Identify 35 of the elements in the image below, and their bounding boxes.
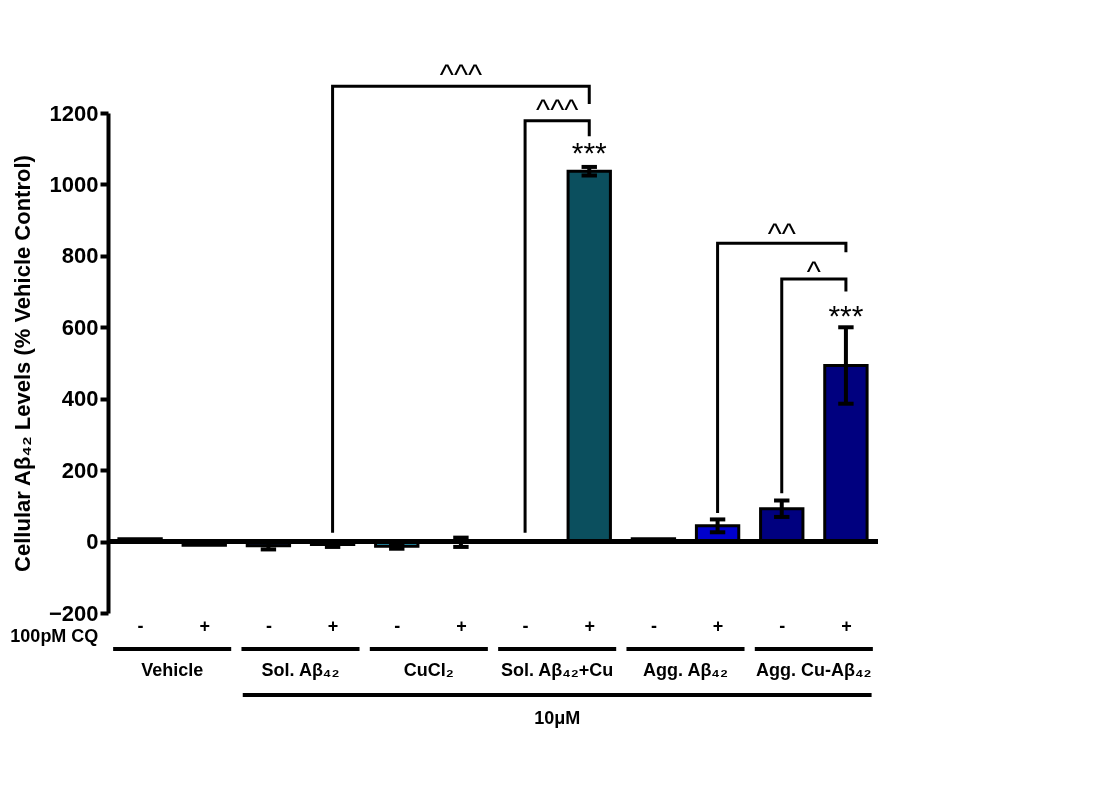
- x-tick-label: +: [327, 615, 339, 636]
- annotation: ^^^: [536, 93, 579, 127]
- annotation: ^: [806, 255, 821, 288]
- y-tick-label: 400: [61, 386, 99, 412]
- text: Sol. Aβ₄₂: [261, 660, 340, 680]
- x-tick-label: -: [650, 615, 657, 636]
- y-tick-label: 800: [61, 243, 99, 269]
- text: Sol. Aβ₄₂+Cu: [500, 660, 614, 680]
- y-tick-label: 1200: [49, 100, 99, 126]
- text: 100pM CQ: [10, 626, 99, 646]
- x-tick-label: -: [779, 615, 786, 636]
- x-tick-label: -: [265, 615, 272, 636]
- text: Agg. Aβ₄₂: [643, 660, 728, 680]
- x-tick-label: +: [841, 615, 852, 636]
- x-tick-label: -: [522, 615, 529, 636]
- y-tick-label: −200: [48, 600, 99, 626]
- y-axis-title: Cellular Aβ₄₂ Levels (% Vehicle Control): [9, 155, 35, 572]
- text: ^^^: [439, 57, 483, 91]
- y-tick-label: 1000: [49, 171, 99, 197]
- x-tick-label: -: [137, 615, 144, 636]
- x-tick-label: -: [394, 615, 401, 636]
- text: CuCl₂: [403, 660, 454, 680]
- annotation: ***: [571, 136, 608, 170]
- y-tick-label: 600: [61, 314, 99, 340]
- y-tick-label: 200: [61, 457, 99, 483]
- y-tick-label: 0: [86, 529, 99, 555]
- x-tick-label: +: [712, 615, 724, 636]
- x-tick-label: +: [199, 615, 211, 636]
- x-tick-label: +: [456, 615, 467, 636]
- annotation: ^^: [767, 217, 796, 251]
- text: Vehicle: [141, 660, 204, 680]
- annotation: ***: [828, 298, 864, 332]
- text: Agg. Cu-Aβ₄₂: [756, 660, 872, 680]
- text: 10μM: [534, 708, 581, 728]
- x-tick-label: +: [584, 615, 596, 636]
